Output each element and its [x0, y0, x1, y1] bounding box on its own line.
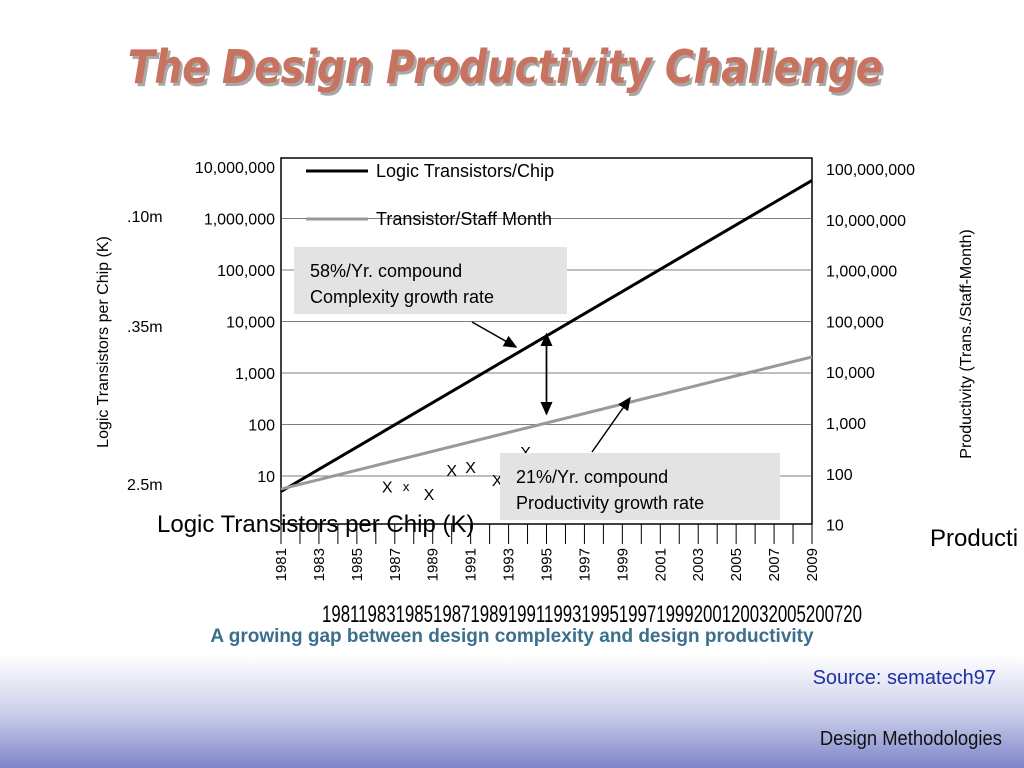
left-tick-label: 1,000,000	[204, 212, 275, 229]
x-tick-label: 2007	[766, 548, 783, 581]
x-tick-label: 1985	[349, 548, 366, 581]
x-tick-label: 1993	[501, 548, 518, 581]
x-tick-label: 1987	[387, 548, 404, 581]
slide-title: The Design Productivity Challenge	[127, 40, 883, 94]
x-tick-label: 1983	[311, 548, 328, 581]
data-x-mark: X	[492, 473, 503, 490]
right-tick-label: 1,000	[826, 416, 866, 433]
annotation-box	[294, 247, 567, 314]
productivity-leader-arrow	[591, 396, 631, 453]
right-tick-label: 10,000,000	[826, 213, 906, 230]
right-tick-label: 100,000,000	[826, 162, 915, 179]
left-tick-label: 100	[248, 418, 275, 435]
data-x-mark: X	[465, 460, 476, 477]
chart-caption: A growing gap between design complexity …	[210, 626, 814, 647]
right-tick-label: 10,000	[826, 365, 875, 382]
left-axis-overflow-label: Logic Transistors per Chip (K)	[157, 511, 474, 538]
x-axis-overflow-label: 1981198319851987198919911993199519971999…	[322, 601, 862, 628]
footer-label: Design Methodologies	[819, 728, 1002, 750]
x-tick-label: 1989	[425, 548, 442, 581]
data-x-mark: x	[403, 479, 410, 494]
tech-node-label: 2.5m	[127, 477, 163, 494]
tech-node-label: .10m	[127, 209, 163, 226]
data-x-mark: X	[446, 463, 457, 480]
legend-label: Logic Transistors/Chip	[376, 161, 554, 181]
x-tick-label: 1997	[576, 548, 593, 581]
source-note: Source: sematech97	[812, 667, 996, 689]
left-tick-label: 10	[257, 469, 275, 486]
right-tick-label: 100,000	[826, 314, 884, 331]
x-tick-label: 2001	[652, 548, 669, 581]
annotation-box	[500, 453, 780, 520]
annotation-text: Complexity growth rate	[310, 287, 494, 307]
x-tick-label: 2003	[690, 548, 707, 581]
right-tick-label: 1,000,000	[826, 264, 897, 281]
left-tick-label: 10,000,000	[195, 160, 275, 177]
x-tick-label: 1999	[614, 548, 631, 581]
right-axis-title: Productivity (Trans./Staff-Month)	[958, 229, 975, 458]
left-tick-label: 1,000	[235, 366, 275, 383]
x-tick-label: 1995	[539, 548, 556, 581]
right-tick-label: 10	[826, 518, 844, 535]
x-tick-label: 1981	[273, 548, 290, 581]
left-tick-label: 10,000	[226, 315, 275, 332]
data-x-mark: X	[424, 487, 435, 504]
annotation-text: Productivity growth rate	[516, 493, 704, 513]
annotation-text: 21%/Yr. compound	[516, 467, 668, 487]
data-x-mark: X	[382, 480, 393, 497]
x-tick-label: 2009	[804, 548, 821, 581]
left-tick-label: 100,000	[217, 263, 275, 280]
right-tick-label: 100	[826, 467, 853, 484]
annotation-text: 58%/Yr. compound	[310, 261, 462, 281]
complexity-leader-arrow	[471, 321, 518, 348]
x-tick-label: 1991	[463, 548, 480, 581]
legend-label: Transistor/Staff Month	[376, 209, 552, 229]
x-tick-label: 2005	[728, 548, 745, 581]
series-line-transistor-staff-month	[280, 355, 813, 491]
tech-node-label: .35m	[127, 319, 163, 336]
left-axis-title: Logic Transistors per Chip (K)	[95, 236, 112, 448]
right-axis-overflow-label: Producti	[930, 525, 1018, 552]
